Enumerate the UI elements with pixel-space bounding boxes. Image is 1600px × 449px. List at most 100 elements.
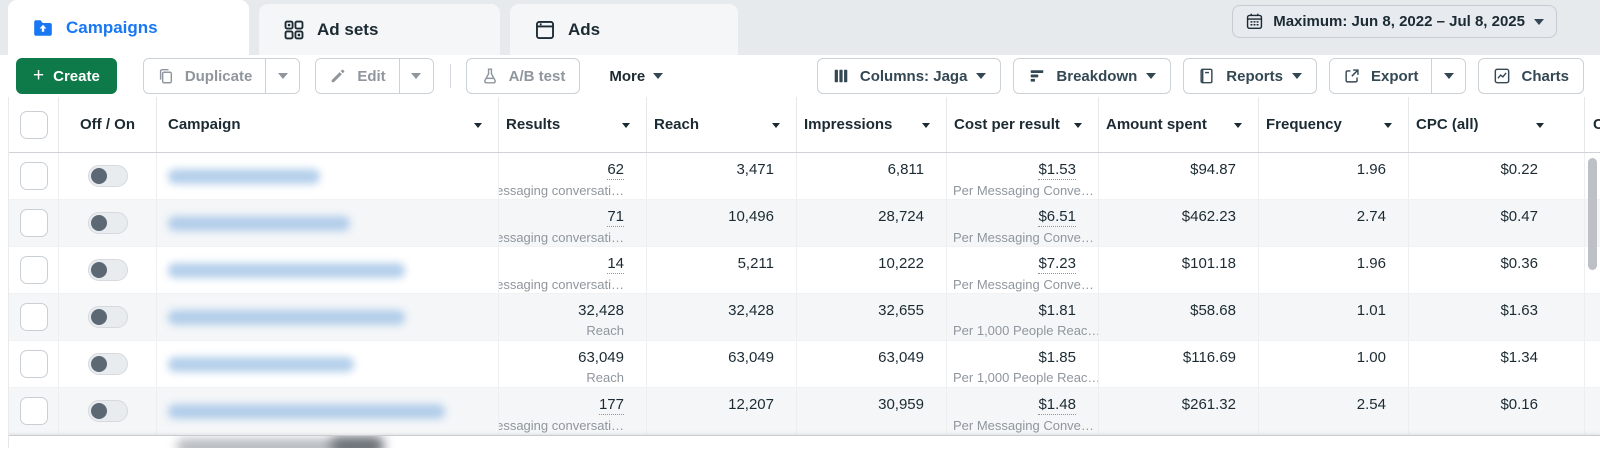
duplicate-icon (157, 67, 176, 86)
campaign-name-blurred[interactable] (168, 403, 445, 419)
column-header-reach[interactable]: Reach (646, 97, 796, 152)
campaign-off-on-toggle[interactable] (87, 400, 128, 422)
results-value: 32,428 (578, 302, 624, 319)
campaign-name-blurred[interactable] (168, 262, 405, 278)
toggle-knob (90, 262, 107, 278)
amount-spent-value: $261.32 (1181, 396, 1236, 413)
amount-spent-value: $58.68 (1190, 302, 1236, 319)
tab-ad-sets[interactable]: Ad sets (259, 4, 500, 55)
toggle-knob (90, 403, 107, 419)
duplicate-button[interactable]: Duplicate (143, 59, 266, 93)
view-tools: Columns: Jaga Breakdown Reports Export (816, 58, 1584, 94)
row-checkbox[interactable] (19, 162, 48, 190)
impressions-value: 6,811 (887, 161, 924, 178)
impressions-value: 32,655 (878, 302, 924, 319)
row-checkbox[interactable] (19, 303, 48, 331)
column-header-results[interactable]: Results (498, 97, 646, 152)
table-header-row: Off / On Campaign Results Reach Impressi… (9, 97, 1600, 153)
results-subtitle: lessaging conversati… (498, 277, 624, 292)
frequency-value: 1.96 (1356, 255, 1386, 272)
reports-button[interactable]: Reports (1183, 58, 1317, 94)
breakdown-button[interactable]: Breakdown (1013, 58, 1172, 94)
campaigns-folder-icon (32, 17, 54, 39)
column-header-off-on: Off / On (58, 97, 156, 152)
campaign-off-on-toggle[interactable] (87, 165, 128, 187)
charts-button[interactable]: Charts (1478, 58, 1584, 94)
campaign-name-blurred[interactable] (168, 356, 354, 372)
ads-page-icon (534, 19, 556, 41)
reach-value: 5,211 (737, 255, 774, 272)
frequency-value: 2.74 (1356, 208, 1386, 225)
vertical-scrollbar-thumb[interactable] (1588, 158, 1597, 270)
row-checkbox[interactable] (19, 209, 48, 237)
cpc-value: $0.47 (1500, 208, 1538, 225)
table-row: 62 lessaging conversati… 3,471 6,811 $1.53 Pe… (9, 153, 1600, 200)
row-checkbox[interactable] (19, 350, 48, 378)
campaign-off-on-toggle[interactable] (87, 212, 128, 234)
tab-ads[interactable]: Ads (510, 4, 738, 55)
charts-icon (1493, 67, 1512, 86)
toolbar-divider (449, 64, 451, 88)
column-header-cost-per-result[interactable]: Cost per result (946, 97, 1098, 152)
columns-button[interactable]: Columns: Jaga (816, 58, 1002, 94)
campaign-off-on-toggle[interactable] (87, 259, 128, 281)
cpc-value: $0.22 (1500, 161, 1538, 178)
create-button[interactable]: + Create (16, 58, 117, 94)
tab-label: Ad sets (317, 19, 379, 39)
amount-spent-value: $116.69 (1182, 349, 1236, 366)
amount-spent-value: $462.23 (1181, 208, 1236, 225)
select-all-checkbox[interactable] (19, 110, 48, 139)
chevron-down-icon (1146, 73, 1157, 84)
breakdown-icon (1028, 67, 1047, 86)
reach-value: 3,471 (736, 161, 774, 178)
sort-caret-icon (1234, 122, 1242, 132)
toggle-knob (90, 309, 107, 325)
edit-button[interactable]: Edit (316, 59, 399, 93)
cost-per-result-value: $1.81 (1038, 302, 1076, 319)
tab-label: Ads (568, 19, 601, 39)
cpc-value: $1.63 (1500, 302, 1538, 319)
campaign-off-on-toggle[interactable] (87, 353, 128, 375)
duplicate-dropdown-button[interactable] (265, 59, 300, 93)
plus-icon: + (33, 64, 45, 86)
date-range-label: Maximum: Jun 8, 2022 – Jul 8, 2025 (1273, 13, 1525, 30)
amount-spent-value: $101.18 (1181, 255, 1236, 272)
results-value: 63,049 (578, 349, 624, 366)
flask-icon (481, 67, 500, 86)
impressions-value: 63,049 (878, 349, 924, 366)
column-header-amount-spent[interactable]: Amount spent (1098, 97, 1258, 152)
row-checkbox[interactable] (19, 397, 48, 425)
row-checkbox[interactable] (19, 256, 48, 284)
impressions-value: 30,959 (878, 396, 924, 413)
reach-value: 63,049 (728, 349, 774, 366)
campaign-name-blurred[interactable] (168, 215, 350, 231)
sort-caret-icon (474, 122, 482, 132)
column-header-frequency[interactable]: Frequency (1258, 97, 1408, 152)
tab-label: Campaigns (66, 17, 158, 37)
impressions-value: 28,724 (878, 208, 924, 225)
chevron-down-icon (1443, 73, 1454, 84)
reports-icon (1198, 67, 1217, 86)
campaigns-table: Off / On Campaign Results Reach Impressi… (8, 97, 1600, 448)
column-header-partial[interactable]: C (1584, 97, 1600, 152)
ab-test-button[interactable]: A/B test (465, 58, 581, 94)
reach-value: 32,428 (728, 302, 774, 319)
cpc-value: $0.16 (1500, 396, 1538, 413)
edit-dropdown-button[interactable] (398, 59, 433, 93)
campaign-off-on-toggle[interactable] (87, 306, 128, 328)
campaign-name-blurred[interactable] (168, 309, 405, 325)
results-subtitle: lessaging conversati… (498, 183, 624, 198)
date-range-button[interactable]: Maximum: Jun 8, 2022 – Jul 8, 2025 (1232, 5, 1557, 38)
column-header-campaign[interactable]: Campaign (156, 97, 498, 152)
export-dropdown-button[interactable] (1431, 59, 1466, 93)
export-button[interactable]: Export (1329, 59, 1432, 93)
table-body: 62 lessaging conversati… 3,471 6,811 $1.53 Pe… (9, 153, 1600, 435)
more-button[interactable]: More (595, 58, 677, 94)
amount-spent-value: $94.87 (1190, 161, 1236, 178)
campaign-name-blurred[interactable] (168, 168, 320, 184)
reach-value: 10,496 (728, 208, 774, 225)
column-header-cpc-all[interactable]: CPC (all) (1408, 97, 1584, 152)
column-header-impressions[interactable]: Impressions (796, 97, 946, 152)
tab-campaigns[interactable]: Campaigns (8, 0, 249, 55)
select-all-header (9, 97, 58, 152)
